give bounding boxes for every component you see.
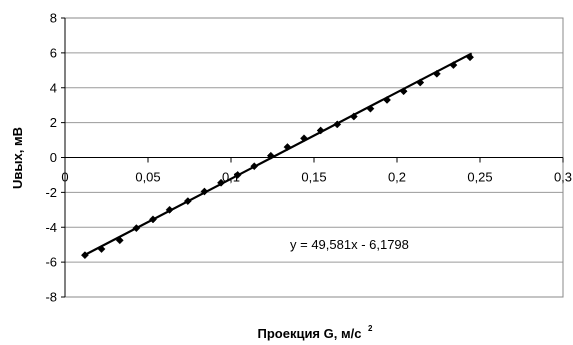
data-point [217, 178, 225, 187]
x-tick-label: 0 [61, 170, 68, 185]
data-point [165, 205, 174, 214]
data-point [97, 245, 106, 254]
data-point [333, 120, 342, 129]
data-point [416, 78, 425, 87]
data-point [432, 69, 441, 78]
axes [61, 17, 564, 298]
x-tick-label: 0,2 [388, 170, 406, 185]
data-point [466, 53, 474, 62]
trendline-equation: y = 49,581x - 6,1798 [290, 237, 409, 252]
y-tick-label: -8 [45, 290, 57, 305]
y-axis-title: Uвых, мВ [10, 127, 25, 189]
x-axis-title: Проекция G, м/с 2 [257, 324, 373, 341]
trendline-line [84, 52, 473, 256]
data-point [233, 170, 242, 179]
y-tick-label: 0 [50, 150, 57, 165]
data-point [399, 87, 408, 96]
x-tick-label: 0,15 [301, 170, 326, 185]
trendline [84, 52, 473, 256]
data-point [383, 96, 391, 104]
data-point [300, 134, 308, 143]
data-point [449, 61, 458, 70]
data-point [183, 197, 192, 206]
data-point [349, 112, 358, 121]
x-axis-label: Проекция G, м/с [257, 326, 361, 341]
data-point [200, 187, 209, 196]
data-point [266, 151, 275, 160]
x-tick-label: 0,05 [135, 170, 160, 185]
y-tick-label: 8 [50, 11, 57, 26]
data-point [149, 215, 157, 224]
data-point [316, 126, 325, 135]
data-point [115, 236, 124, 245]
y-tick-label: -2 [45, 185, 57, 200]
data-point [366, 104, 375, 113]
y-tick-label: 2 [50, 115, 57, 130]
y-tick-label: -4 [45, 220, 57, 235]
data-point [250, 162, 259, 171]
data-point [80, 251, 89, 260]
x-axis-label-superscript: 2 [368, 324, 373, 333]
data-points [80, 53, 474, 260]
y-tick-label: -6 [45, 255, 57, 270]
data-point [132, 224, 141, 233]
y-tick-label: 6 [50, 45, 57, 60]
x-tick-label: 0,25 [467, 170, 492, 185]
data-point [283, 143, 292, 151]
x-tick-label: 0,3 [554, 170, 572, 185]
y-tick-label: 4 [50, 80, 57, 95]
